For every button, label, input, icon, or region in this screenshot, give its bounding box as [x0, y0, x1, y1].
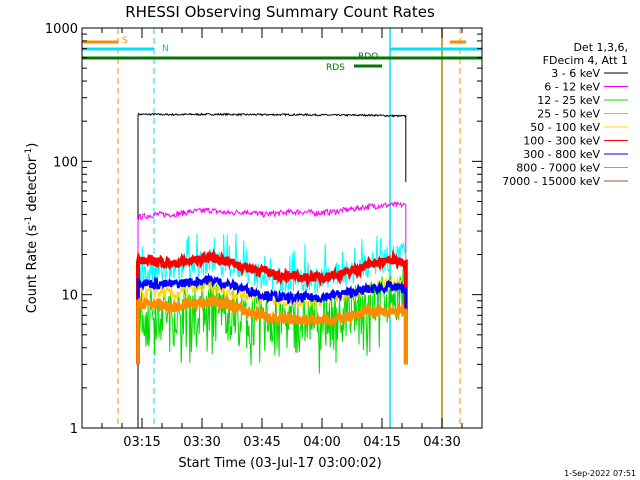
- series-line-3-6-kev: [137, 112, 407, 428]
- legend-header-line-2: FDecim 4, Att 1: [543, 54, 628, 67]
- series-line-12-25-kev: [137, 268, 407, 374]
- series-line-6-12-kev: [137, 200, 407, 365]
- legend-label: 300 - 800 keV: [523, 148, 600, 161]
- x-tick-label: 03:45: [243, 435, 280, 450]
- saa-flag-label: S: [122, 36, 128, 46]
- legend-label: 7000 - 15000 keV: [502, 175, 600, 188]
- decimation-flag-label: RDO: [358, 52, 378, 62]
- y-tick-label: 1000: [45, 22, 78, 37]
- legend-label: 100 - 300 keV: [523, 135, 600, 148]
- night-flag-label: N: [162, 44, 169, 54]
- x-axis-label: Start Time (03-Jul-17 03:00:02): [178, 456, 381, 471]
- series-line-800-7000-kev: [136, 292, 408, 365]
- legend-label: 50 - 100 keV: [530, 121, 600, 134]
- y-tick-label: 100: [53, 155, 78, 170]
- x-tick-label: 03:15: [123, 435, 160, 450]
- y-axis: 1 10 100 1000: [45, 22, 482, 437]
- legend-label: 800 - 7000 keV: [516, 162, 600, 175]
- chart-title: RHESSI Observing Summary Count Rates: [125, 3, 435, 21]
- legend-header-line-1: Det 1,3,6,: [573, 41, 628, 54]
- timestamp: 1-Sep-2022 07:51: [564, 469, 636, 478]
- y-axis-label: Count Rate (s-1 detector-1): [24, 143, 40, 314]
- x-axis: 03:15 03:30 03:45 04:00 04:15 04:30: [81, 28, 483, 450]
- x-tick-label: 03:30: [183, 435, 220, 450]
- legend-label: 25 - 50 keV: [537, 108, 600, 121]
- decimation2-flag-label: RDS: [326, 63, 345, 73]
- legend-label: 3 - 6 keV: [551, 67, 600, 80]
- x-tick-label: 04:00: [303, 435, 340, 450]
- legend-label: 6 - 12 keV: [544, 81, 600, 94]
- y-tick-label: 10: [61, 289, 78, 304]
- plot-frame: [81, 27, 483, 429]
- y-tick-label: 1: [70, 422, 78, 437]
- x-tick-label: 04:15: [363, 435, 400, 450]
- x-tick-label: 04:30: [423, 435, 460, 450]
- series-line-300-800-kev: [136, 272, 408, 365]
- legend-label: 12 - 25 keV: [537, 94, 600, 107]
- series-line-100-300-kev: [136, 248, 408, 365]
